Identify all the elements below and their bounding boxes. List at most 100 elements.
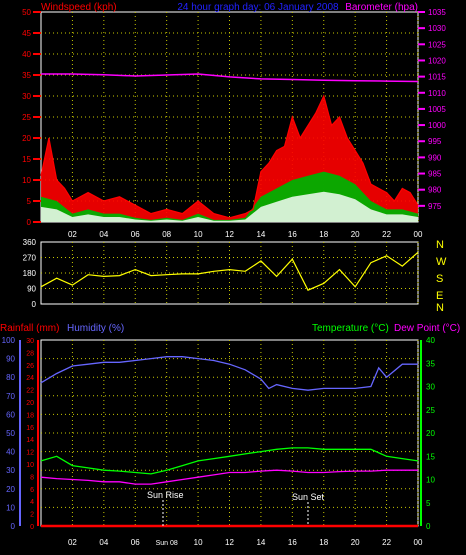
wind-y-tick: 50 bbox=[22, 8, 31, 17]
sunrise-x-tick: Sun 08 bbox=[156, 540, 178, 547]
wind-y-tick: 15 bbox=[22, 155, 31, 164]
baro-y-tick: 1010 bbox=[428, 89, 446, 98]
baro-y-tick: 980 bbox=[428, 186, 442, 195]
humid-y-tick: 70 bbox=[6, 392, 15, 401]
humid-title: Humidity (%) bbox=[67, 323, 124, 334]
direction-y-tick: 270 bbox=[23, 254, 37, 263]
wind-x-tick: 04 bbox=[99, 230, 108, 239]
rain-y-tick: 8 bbox=[30, 474, 34, 481]
humid-y-tick: 10 bbox=[6, 503, 15, 512]
baro-title: Barometer (hpa) bbox=[345, 2, 418, 13]
wind-y-tick: 45 bbox=[22, 29, 31, 38]
rain-y-tick: 12 bbox=[26, 450, 34, 457]
direction-y-tick: 180 bbox=[23, 269, 37, 278]
direction-y-tick: 90 bbox=[27, 285, 36, 294]
wind-grid bbox=[41, 12, 419, 222]
rain-y-tick: 4 bbox=[30, 499, 34, 506]
climate-grid bbox=[41, 340, 419, 526]
wind-x-tick: 08 bbox=[162, 230, 171, 239]
wind-fills bbox=[41, 96, 418, 222]
wind-series bbox=[40, 73, 419, 219]
wind-y-tick: 30 bbox=[22, 92, 31, 101]
baro-y-tick: 1000 bbox=[428, 121, 446, 130]
climate-x-tick: 02 bbox=[68, 538, 77, 547]
wind-y-tick: 35 bbox=[22, 71, 31, 80]
temp-title: Temperature (°C) bbox=[312, 323, 389, 334]
humid-y-tick: 0 bbox=[11, 522, 16, 531]
wind-x-tick: 10 bbox=[194, 230, 203, 239]
direction-y-tick: 0 bbox=[32, 300, 37, 309]
wind-average-area bbox=[41, 191, 418, 222]
baro-y-tick: 1025 bbox=[428, 40, 446, 49]
rain-y-tick: 2 bbox=[30, 512, 34, 519]
baro-y-tick: 975 bbox=[428, 202, 442, 211]
wind-x-tick: 12 bbox=[225, 230, 234, 239]
wind-gust-line bbox=[40, 94, 419, 219]
wind-y-tick: 20 bbox=[22, 134, 31, 143]
humidity-line bbox=[40, 356, 418, 391]
humid-y-tick: 40 bbox=[6, 448, 15, 457]
tick-labels: 0510152025303540455097598098599099510001… bbox=[2, 8, 447, 547]
compass-e: E bbox=[436, 290, 443, 302]
wind-y-tick: 25 bbox=[22, 113, 31, 122]
humid-y-tick: 60 bbox=[6, 410, 15, 419]
wind-x-tick: 20 bbox=[351, 230, 360, 239]
chart-title: 24 hour graph day: 06 January 2008 bbox=[177, 2, 339, 13]
temp-y-tick: 10 bbox=[426, 476, 435, 485]
rain-y-tick: 30 bbox=[26, 338, 34, 345]
rain-y-tick: 10 bbox=[26, 462, 34, 469]
humid-y-tick: 80 bbox=[6, 373, 15, 382]
wind-x-tick: 22 bbox=[382, 230, 391, 239]
dew-title: Dew Point (°C) bbox=[394, 323, 460, 334]
wind-y-tick: 0 bbox=[27, 218, 32, 227]
climate-x-tick: 04 bbox=[99, 538, 108, 547]
wind-y-tick: 5 bbox=[27, 197, 32, 206]
climate-x-tick: 00 bbox=[414, 538, 423, 547]
rain-y-tick: 16 bbox=[26, 425, 34, 432]
temp-y-tick: 35 bbox=[426, 359, 435, 368]
climate-x-tick: 16 bbox=[288, 538, 297, 547]
temperature-line bbox=[40, 447, 419, 475]
temp-y-tick: 40 bbox=[426, 336, 435, 345]
climate-x-tick: 22 bbox=[382, 538, 391, 547]
climate-x-tick: 12 bbox=[225, 538, 234, 547]
compass-n-top: N bbox=[436, 239, 444, 251]
sunrise-label: Sun Rise bbox=[147, 490, 184, 500]
compass-w: W bbox=[436, 256, 447, 268]
baro-y-tick: 1020 bbox=[428, 56, 446, 65]
baro-y-tick: 1015 bbox=[428, 73, 446, 82]
baro-y-tick: 985 bbox=[428, 170, 442, 179]
rain-title: Rainfall (mm) bbox=[0, 323, 59, 334]
rain-y-tick: 26 bbox=[26, 363, 34, 370]
climate-x-tick: 10 bbox=[194, 538, 203, 547]
direction-grid bbox=[41, 242, 419, 304]
direction-series bbox=[40, 251, 419, 291]
rain-y-tick: 18 bbox=[26, 412, 34, 419]
climate-series bbox=[40, 356, 419, 528]
compass-s: S bbox=[436, 273, 443, 285]
direction-line bbox=[40, 251, 419, 291]
temp-y-tick: 5 bbox=[426, 499, 431, 508]
humid-y-tick: 50 bbox=[6, 429, 15, 438]
climate-x-tick: 20 bbox=[351, 538, 360, 547]
rain-y-tick: 20 bbox=[26, 400, 34, 407]
climate-x-tick: 14 bbox=[256, 538, 265, 547]
baro-y-tick: 995 bbox=[428, 137, 442, 146]
baro-y-tick: 1030 bbox=[428, 24, 446, 33]
climate-x-tick: 06 bbox=[131, 538, 140, 547]
compass-n-bottom: N bbox=[436, 302, 444, 314]
sunset-label: Sun Set bbox=[292, 492, 325, 502]
wind-y-tick: 40 bbox=[22, 50, 31, 59]
humid-y-tick: 100 bbox=[2, 336, 16, 345]
rain-y-tick: 22 bbox=[26, 388, 34, 395]
temp-y-tick: 20 bbox=[426, 429, 435, 438]
baro-y-tick: 990 bbox=[428, 153, 442, 162]
temp-y-tick: 25 bbox=[426, 406, 435, 415]
rain-y-tick: 28 bbox=[26, 350, 34, 357]
barometer-line bbox=[41, 73, 419, 83]
humid-y-tick: 90 bbox=[6, 355, 15, 364]
temp-y-tick: 0 bbox=[426, 522, 431, 531]
wind-x-tick: 14 bbox=[256, 230, 265, 239]
wind-y-tick: 10 bbox=[22, 176, 31, 185]
